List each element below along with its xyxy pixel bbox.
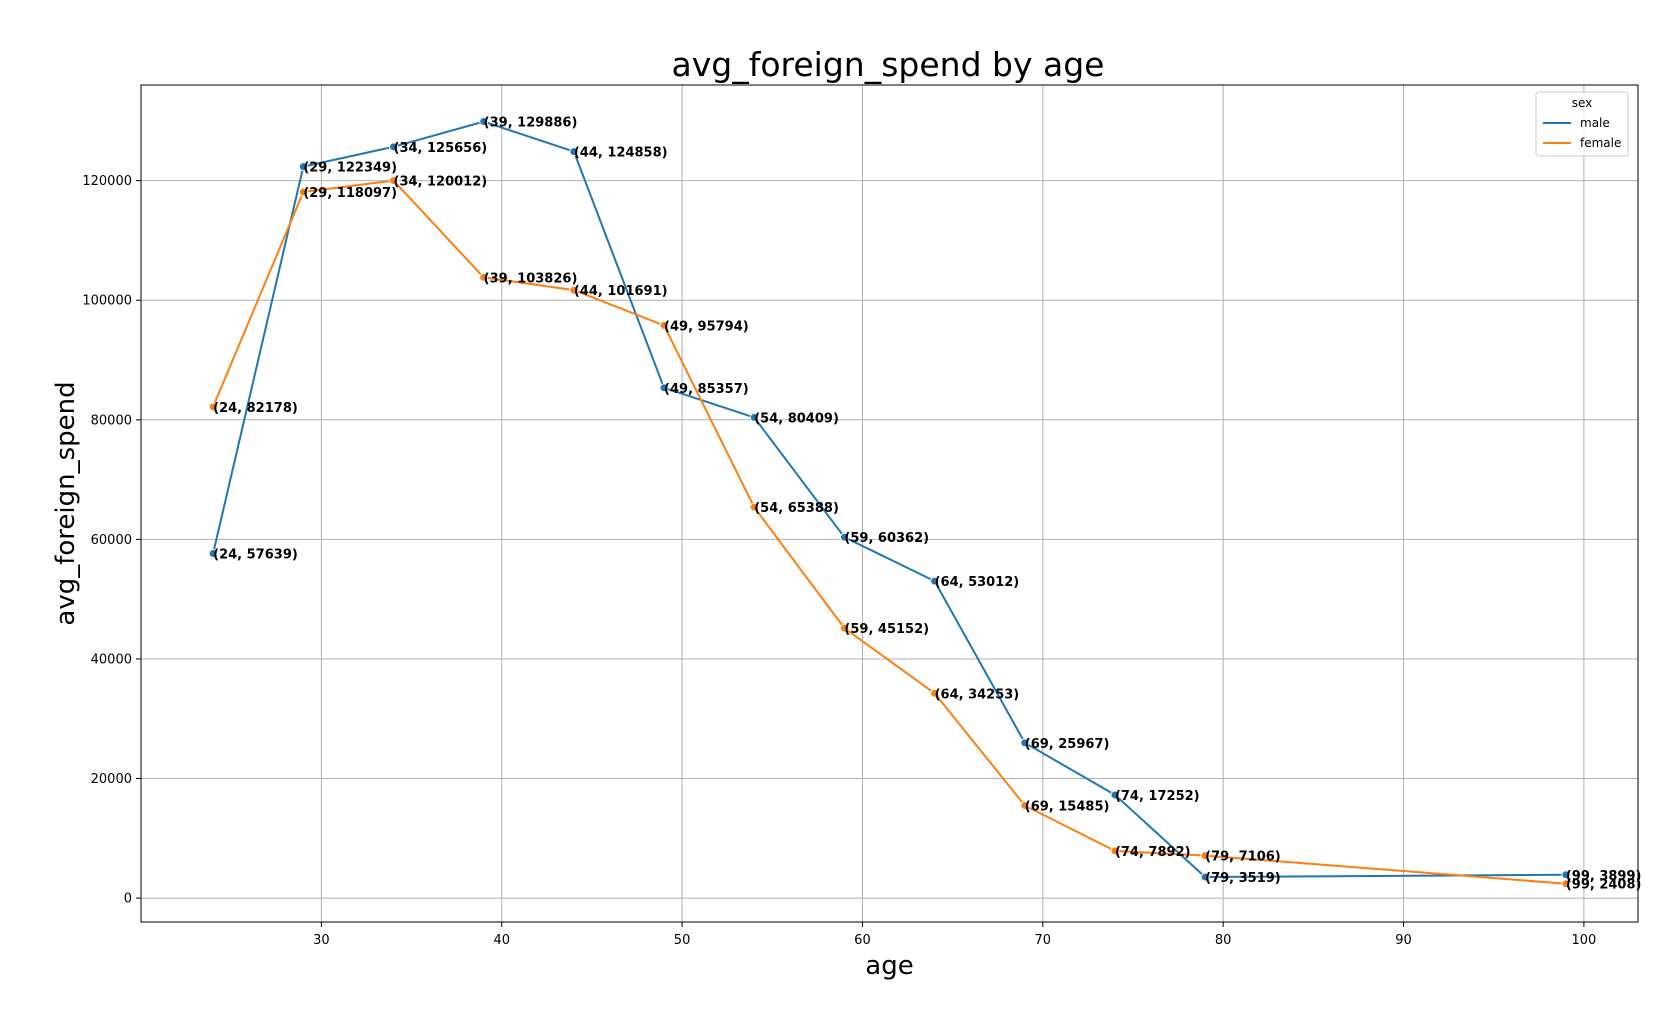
data-point-male <box>1561 870 1571 880</box>
data-label-female: (44, 101691) <box>574 284 668 299</box>
data-label-male: (59, 60362) <box>844 531 929 546</box>
data-point-female <box>1110 846 1120 856</box>
data-point-male <box>208 548 218 558</box>
data-point-female <box>389 176 399 186</box>
data-label-male: (79, 3519) <box>1205 871 1281 886</box>
data-point-female <box>930 688 940 698</box>
series-group <box>208 117 1571 889</box>
data-label-male: (29, 122349) <box>303 161 397 176</box>
data-point-male <box>479 117 489 127</box>
data-point-male <box>298 162 308 172</box>
data-label-female: (54, 65388) <box>754 501 839 516</box>
data-point-female <box>298 187 308 197</box>
legend-label-male: male <box>1580 116 1610 130</box>
y-tick-label: 20000 <box>91 772 132 787</box>
x-tick-label: 80 <box>1215 933 1232 948</box>
y-axis-title: avg_foreign_spend <box>51 381 81 625</box>
data-label-female: (49, 95794) <box>664 319 749 334</box>
data-labels-group: (24, 57639) (29, 122349) (34, 125656) (39, … <box>213 116 1641 893</box>
legend-label-female: female <box>1580 136 1621 150</box>
data-label-female: (99, 2408) <box>1566 878 1642 893</box>
data-label-male: (74, 17252) <box>1115 789 1200 804</box>
data-point-female <box>208 402 218 412</box>
data-label-male: (99, 3899) <box>1566 869 1642 884</box>
legend-box <box>1535 91 1629 157</box>
y-tick-label: 40000 <box>91 652 132 667</box>
data-point-female <box>839 623 849 633</box>
y-tick-label: 100000 <box>82 294 132 309</box>
data-point-female <box>1200 851 1210 861</box>
x-tick-label: 90 <box>1395 933 1412 948</box>
data-label-female: (24, 82178) <box>213 401 298 416</box>
data-label-male: (39, 129886) <box>484 116 578 131</box>
data-point-male <box>1110 790 1120 800</box>
legend: sex male female <box>1535 91 1629 157</box>
data-label-male: (69, 25967) <box>1025 737 1110 752</box>
data-label-male: (34, 125656) <box>394 141 488 156</box>
series-female <box>208 176 1571 889</box>
x-axis: 30 40 50 60 70 80 90 100 <box>313 922 1596 948</box>
grid-lines <box>141 85 1638 922</box>
data-point-female <box>749 502 759 512</box>
data-point-female <box>659 320 669 330</box>
data-point-male <box>839 532 849 542</box>
x-tick-label: 50 <box>674 933 691 948</box>
data-label-female: (69, 15485) <box>1025 800 1110 815</box>
data-point-female <box>479 272 489 282</box>
data-label-female: (29, 118097) <box>303 186 397 201</box>
y-tick-label: 60000 <box>91 533 132 548</box>
data-point-male <box>930 576 940 586</box>
x-axis-title: age <box>865 951 913 981</box>
data-label-male: (49, 85357) <box>664 382 749 397</box>
data-point-male <box>659 383 669 393</box>
data-point-male <box>749 412 759 422</box>
x-tick-label: 40 <box>493 933 510 948</box>
data-point-male <box>1020 738 1030 748</box>
data-point-female <box>569 285 579 295</box>
series-male <box>208 117 1571 882</box>
series-line-male <box>212 120 1566 878</box>
x-tick-label: 60 <box>854 933 871 948</box>
data-label-female: (34, 120012) <box>394 175 488 190</box>
y-tick-label: 80000 <box>91 413 132 428</box>
data-label-female: (74, 7892) <box>1115 845 1191 860</box>
data-point-female <box>1561 879 1571 889</box>
data-label-male: (54, 80409) <box>754 411 839 426</box>
data-point-female <box>1020 801 1030 811</box>
data-label-female: (79, 7106) <box>1205 850 1281 865</box>
plot-area-frame <box>140 84 1639 923</box>
data-point-male <box>389 142 399 152</box>
data-point-male <box>1200 872 1210 882</box>
x-tick-label: 30 <box>313 933 330 948</box>
data-point-male <box>569 147 579 157</box>
data-label-male: (44, 124858) <box>574 146 668 161</box>
y-axis: 0 20000 40000 60000 80000 100000 120000 <box>82 174 141 907</box>
y-tick-label: 120000 <box>82 174 132 189</box>
data-label-male: (64, 53012) <box>935 575 1020 590</box>
x-tick-label: 70 <box>1035 933 1052 948</box>
data-label-female: (39, 103826) <box>484 271 578 286</box>
legend-title: sex <box>1572 96 1593 110</box>
data-label-male: (24, 57639) <box>213 547 298 562</box>
data-label-female: (59, 45152) <box>844 622 929 637</box>
data-label-female: (64, 34253) <box>935 687 1020 702</box>
chart-title: avg_foreign_spend by age <box>672 45 1105 84</box>
x-tick-label: 100 <box>1571 933 1596 948</box>
y-tick-label: 0 <box>124 892 132 907</box>
